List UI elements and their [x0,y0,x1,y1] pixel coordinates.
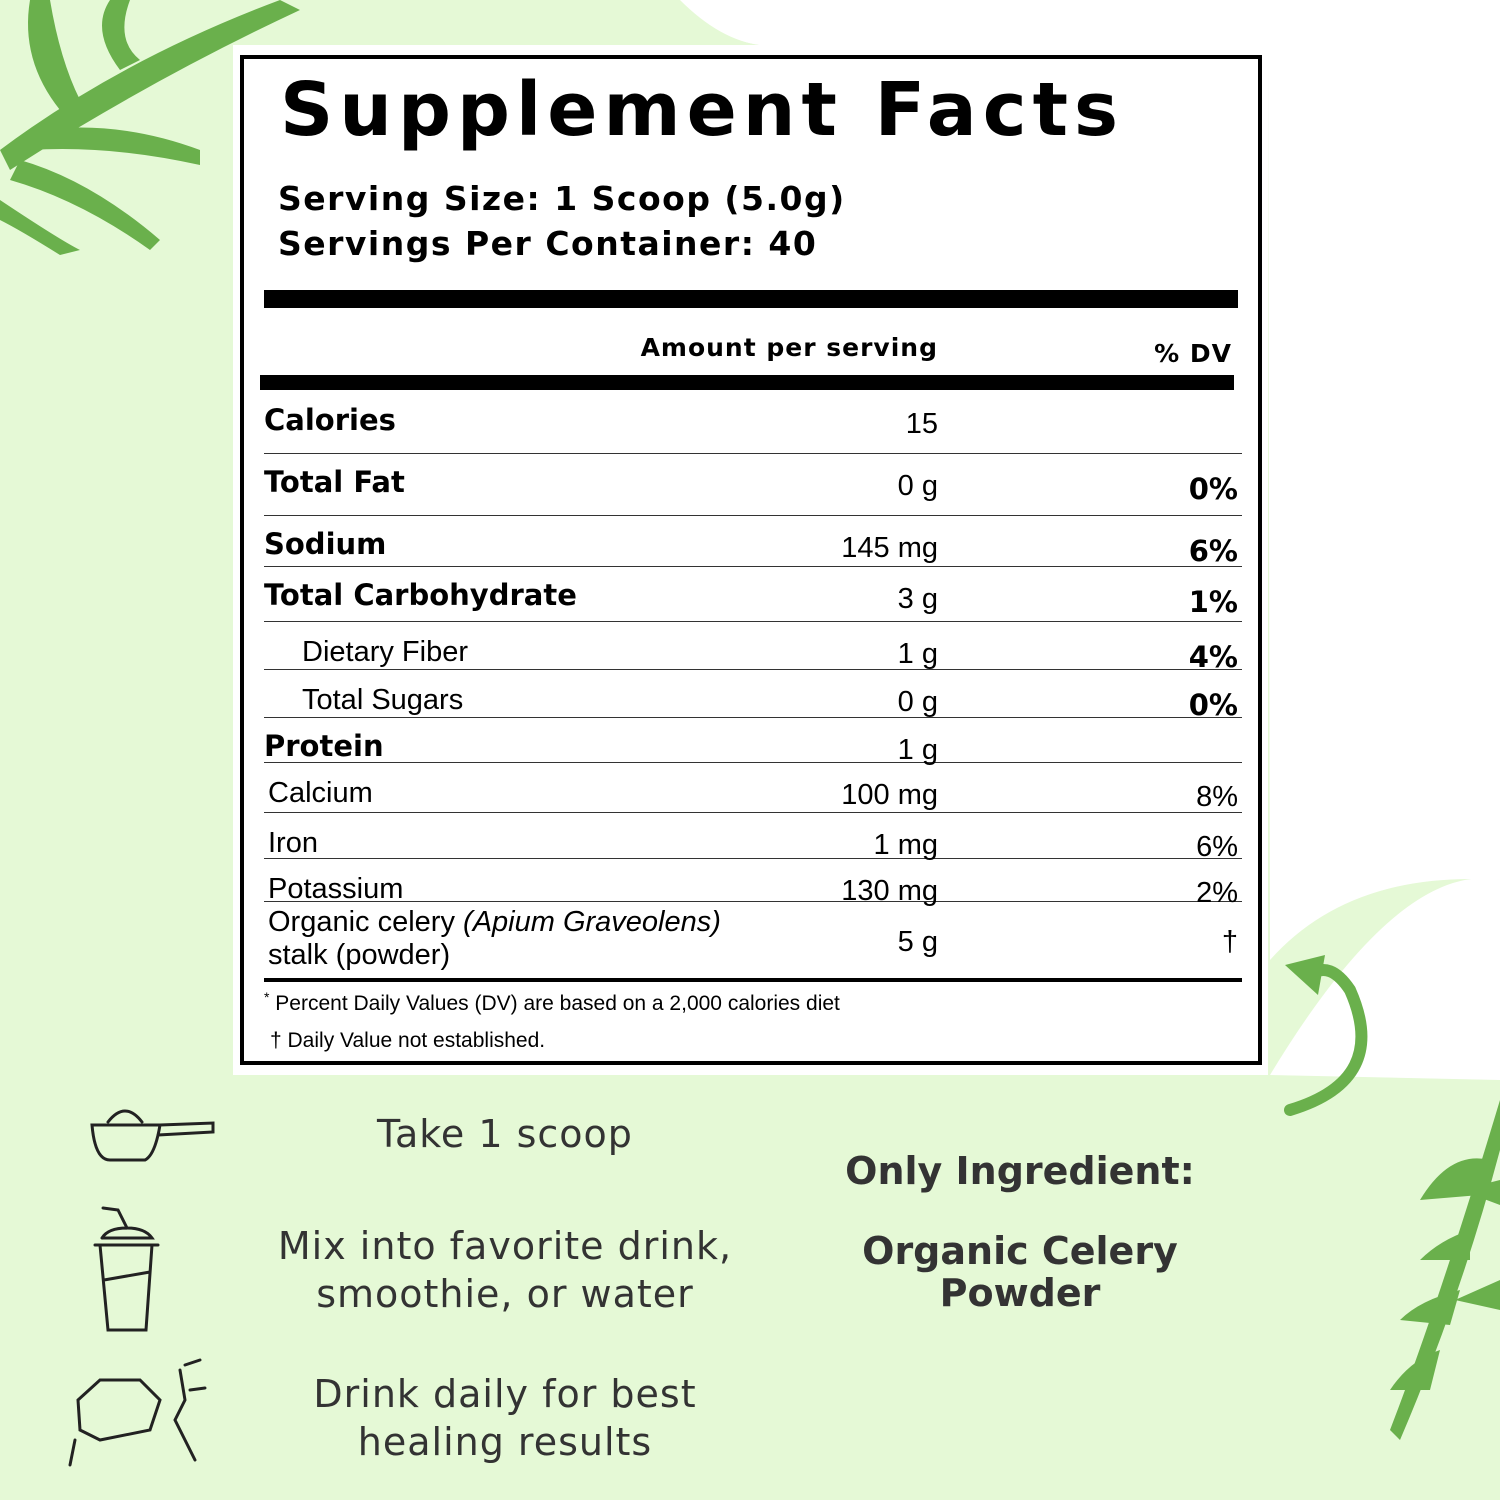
row: Calcium 100 mg 8% [264,763,1242,813]
nutrient-name: Organic celery (Apium Graveolens) stalk (… [268,906,721,972]
amount: 0 g [897,470,938,502]
ingredient-label: Only Ingredient: [845,1149,1195,1193]
supplement-facts: Supplement Facts Serving Size: 1 Scoop (… [240,55,1262,1065]
nutrient-name: Total Fat [264,466,405,499]
title: Supplement Facts [280,67,1125,153]
name: Calcium [268,777,373,809]
rule [264,290,1238,308]
row: Sodium 145 mg 6% [264,516,1242,568]
nutrient-name: Calcium [268,777,373,810]
row: Calories 15 [264,392,1242,454]
daily-value: 0% [1188,472,1238,506]
nutrient-name: Total Carbohydrate [264,579,577,612]
row: Potassium 130 mg 2% [264,859,1242,909]
nutrient-name: Calories [264,404,396,437]
amount: 5 g [897,926,938,958]
name: Sodium [264,527,387,561]
arrow [1284,955,1368,1116]
name: Calories [264,403,396,437]
daily-value: 2% [1196,877,1238,909]
name-italic: (Apium Graveolens) [463,906,721,938]
dagger-note: † Daily Value not established. [270,1029,546,1052]
daily-value: 0% [1188,688,1238,722]
row: Dietary Fiber 1 g 4% [264,622,1242,674]
direction-line: healing results [357,1420,653,1464]
name: Dietary Fiber [302,636,468,668]
name: Potassium [268,873,404,905]
row: Protein 1 g [264,718,1242,766]
row: Total Fat 0 g 0% [264,454,1242,516]
leaf-bottom-right [1390,1100,1500,1440]
ingredient: Only Ingredient: Organic Celery Powder [810,1150,1230,1314]
direction: Take 1 scoop [245,1110,765,1158]
direction-line: Drink daily for best [313,1372,697,1416]
amount: 3 g [897,583,938,615]
rule [260,375,1234,390]
row: Iron 1 mg 6% [264,813,1242,863]
serving-size: Serving Size: 1 Scoop (5.0g) [278,179,846,218]
amount: 1 g [897,638,938,670]
row: Organic celery (Apium Graveolens) stalk (… [264,902,1242,982]
nutrient-name: Total Sugars [302,684,463,717]
name: Total Sugars [302,684,464,716]
daily-value: 4% [1188,640,1238,674]
dv-note: Percent Daily Values (DV) are based on a… [275,992,840,1015]
blob [0,300,1500,1500]
amount: 1 mg [873,829,938,861]
footnote: * Percent Daily Values (DV) are based on… [264,989,840,1016]
direction-line: smoothie, or water [316,1272,694,1316]
amount-header: Amount per serving [640,333,938,362]
direction-line: Take 1 scoop [377,1112,633,1156]
daily-value: 6% [1188,534,1238,568]
leaf-top-left [0,0,300,255]
servings: Servings Per Container: 40 [278,224,818,263]
daily-value: 8% [1196,781,1238,813]
nutrient-name: Protein [264,730,384,763]
asterisk: * [264,989,270,1005]
name: Total Fat [264,465,405,499]
nutrient-name: Sodium [264,528,386,561]
icons [68,1109,215,1467]
ingredient-line: Organic Celery [862,1229,1178,1273]
amount: 15 [905,408,938,440]
amount: 145 mg [841,532,938,564]
name: Organic celery [268,906,455,938]
direction-line: Mix into favorite drink, [277,1224,733,1268]
row: Total Carbohydrate 3 g 1% [264,567,1242,622]
name: Protein [264,729,384,763]
dv-header: % DV [1154,339,1232,368]
amount: 100 mg [841,779,938,811]
direction: Mix into favorite drink, smoothie, or wat… [245,1222,765,1318]
blob [1270,878,1500,1080]
label-panel [233,45,1268,1075]
name-line2: stalk (powder) [268,939,451,971]
amount: 1 g [897,734,938,766]
ingredient-value: Organic Celery Powder [810,1230,1230,1314]
daily-value: † [1221,926,1238,958]
row: Total Sugars 0 g 0% [264,670,1242,722]
nutrient-name: Dietary Fiber [302,636,468,669]
daily-value: 6% [1196,831,1238,863]
direction: Drink daily for best healing results [245,1370,765,1466]
nutrient-name: Potassium [268,873,403,906]
amount: 0 g [897,686,938,718]
name: Iron [268,827,318,859]
blob [690,0,1500,960]
daily-value: 1% [1188,585,1238,619]
amount: 130 mg [841,875,938,907]
ingredient-line: Powder [939,1271,1101,1315]
nutrient-name: Iron [268,827,318,860]
name: Total Carbohydrate [264,578,577,612]
